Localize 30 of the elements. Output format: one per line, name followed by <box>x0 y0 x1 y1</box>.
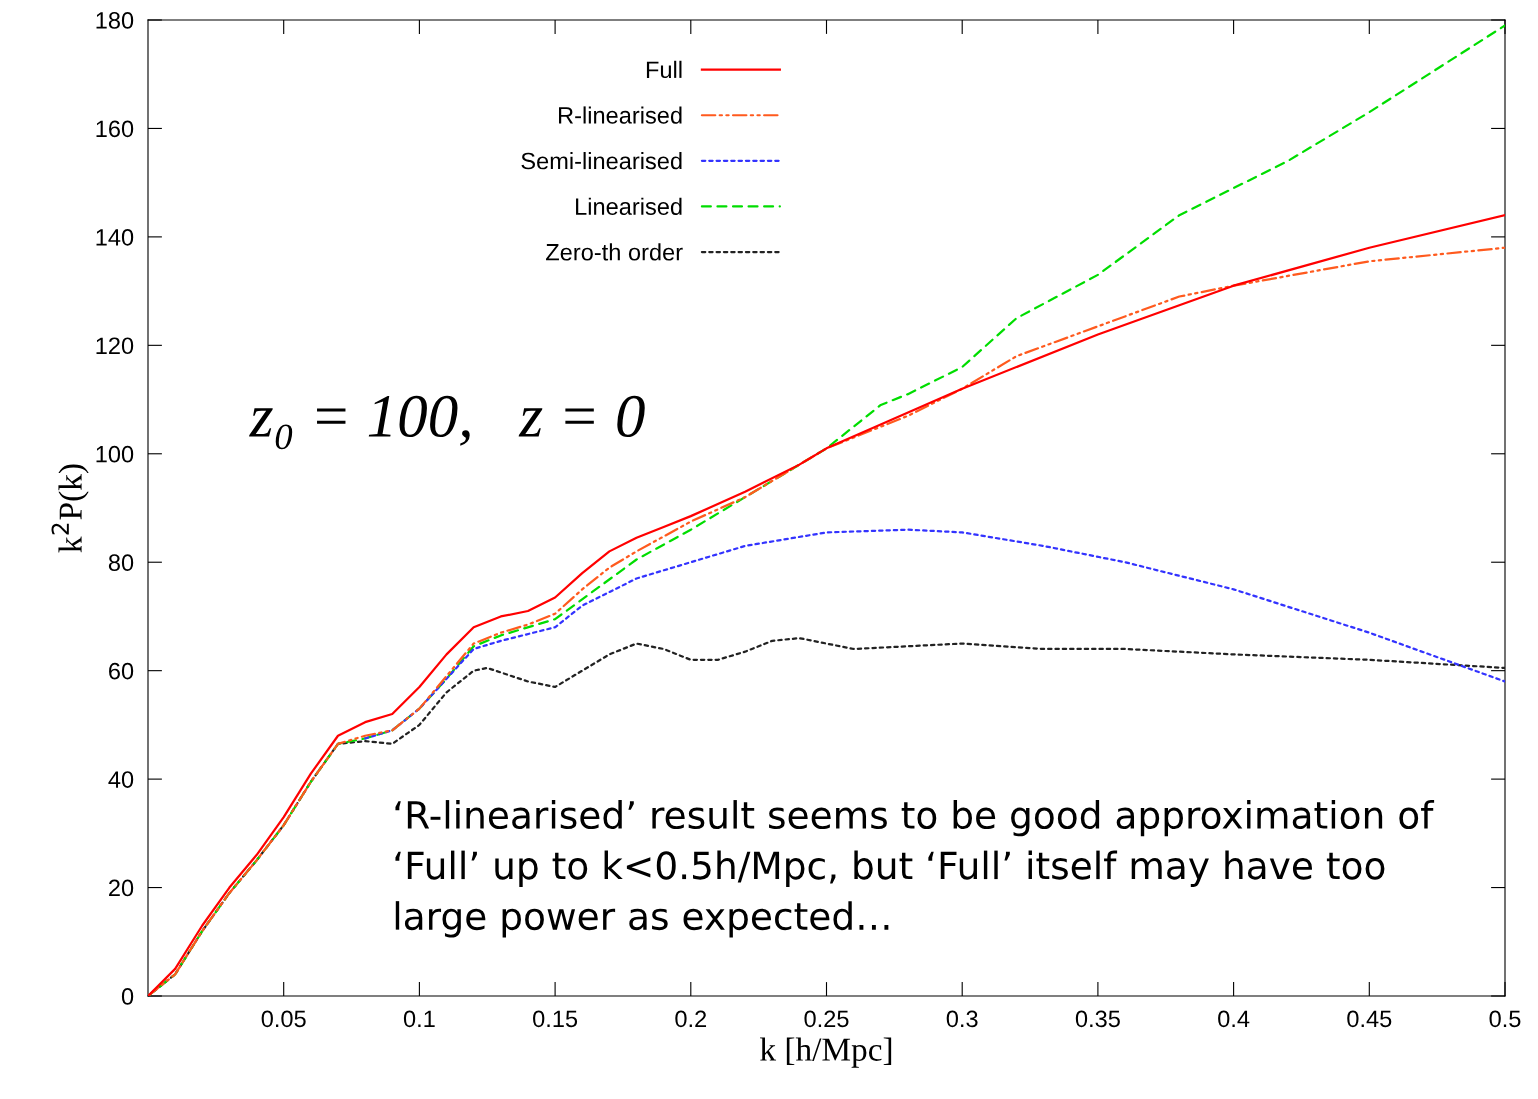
annotation: z₀ = 100, z = 0 <box>249 395 645 450</box>
x-tick-label: 0.3 <box>946 1010 978 1028</box>
x-tick-label: 0.35 <box>1075 1010 1120 1028</box>
y-axis-title: k$^{2}$P(k) <box>51 464 89 553</box>
legend-label: Zero-th order <box>546 243 683 261</box>
y-tick-label: 120 <box>96 337 134 355</box>
line-series <box>364 528 1505 740</box>
x-tick-label: 0.05 <box>261 1010 306 1028</box>
y-tick-label: 80 <box>108 554 134 572</box>
y-tick-label: 20 <box>109 879 134 897</box>
y-tick-label: 0 <box>121 988 134 1005</box>
x-tick-label: 0.25 <box>804 1010 849 1028</box>
x-tick-label: 0.45 <box>1347 1010 1392 1028</box>
y-tick-label: 40 <box>108 771 134 788</box>
x-axis-title: k [h/Mpc] <box>760 1037 892 1068</box>
legend-label: Full <box>646 60 682 79</box>
y-tick-label: 100 <box>96 445 134 463</box>
legend-label: R-linearised <box>559 106 682 124</box>
annotation: ‘R-linearised’ result seems to be good approximation of ‘Full’ up to k<0.5h/Mpc, but ‘Full’ itself may have too large power as expected… <box>395 800 1435 938</box>
x-tick-label: 0.1 <box>403 1010 435 1028</box>
y-tick-label: 160 <box>96 120 134 138</box>
legend-label: Semi-linearised <box>521 152 682 170</box>
x-tick-label: 0.2 <box>675 1010 707 1028</box>
x-tick-label: 0.5 <box>1489 1010 1521 1028</box>
y-tick-label: 60 <box>109 662 134 680</box>
x-tick-label: 0.4 <box>1218 1010 1250 1028</box>
y-tick-label: 140 <box>96 228 134 246</box>
y-tick-label: 180 <box>96 12 134 29</box>
x-tick-label: 0.15 <box>533 1010 578 1028</box>
legend-label: Linearised <box>576 197 682 215</box>
